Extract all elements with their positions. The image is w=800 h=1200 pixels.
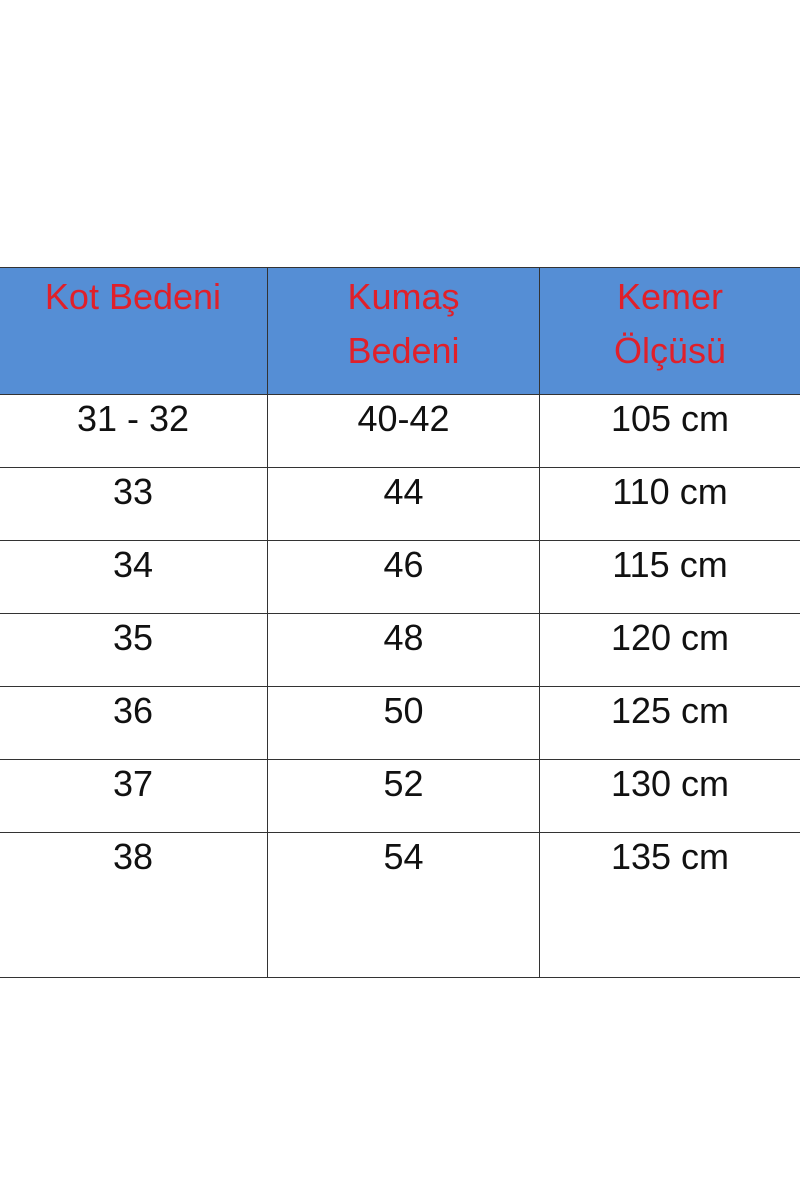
kot-bedeni-cell: 37 (0, 759, 268, 833)
kumas-bedeni-cell: 40-42 (267, 394, 540, 468)
kemer-olcusu-cell: 135 cm (539, 832, 800, 978)
kumas-bedeni-cell: 54 (267, 832, 540, 978)
kot-bedeni-cell: 38 (0, 832, 268, 978)
kot-bedeni-cell: 34 (0, 540, 268, 614)
table-row: 37 52 130 cm (0, 759, 800, 833)
table-row: 31 - 32 40-42 105 cm (0, 394, 800, 468)
kemer-olcusu-cell: 125 cm (539, 686, 800, 760)
table-row: 34 46 115 cm (0, 540, 800, 614)
kemer-olcusu-cell: 110 cm (539, 467, 800, 541)
header-text: Kumaş (347, 276, 460, 317)
table-row: 33 44 110 cm (0, 467, 800, 541)
kemer-olcusu-cell: 120 cm (539, 613, 800, 687)
kumas-bedeni-cell: 46 (267, 540, 540, 614)
header-kumas-bedeni: Kumaş Bedeni (267, 267, 540, 395)
table-row: 36 50 125 cm (0, 686, 800, 760)
kemer-olcusu-cell: 115 cm (539, 540, 800, 614)
header-kot-bedeni: Kot Bedeni (0, 267, 268, 395)
kemer-olcusu-cell: 105 cm (539, 394, 800, 468)
header-kemer-olcusu: Kemer Ölçüsü (539, 267, 800, 395)
header-text: Ölçüsü (613, 330, 727, 371)
kumas-bedeni-cell: 50 (267, 686, 540, 760)
kot-bedeni-cell: 31 - 32 (0, 394, 268, 468)
header-text: Bedeni (347, 330, 460, 371)
kot-bedeni-cell: 35 (0, 613, 268, 687)
kot-bedeni-cell: 36 (0, 686, 268, 760)
header-row: Kot Bedeni Kumaş Bedeni Kemer Ölçüsü (0, 267, 800, 395)
table-row: 35 48 120 cm (0, 613, 800, 687)
kemer-olcusu-cell: 130 cm (539, 759, 800, 833)
header-text: Kemer (616, 276, 724, 317)
kumas-bedeni-cell: 48 (267, 613, 540, 687)
header-text: Kot Bedeni (44, 276, 222, 317)
table-row: 38 54 135 cm (0, 832, 800, 978)
kumas-bedeni-cell: 52 (267, 759, 540, 833)
size-chart-table: Kot Bedeni Kumaş Bedeni Kemer Ölçüsü 31 - … (0, 267, 800, 978)
kumas-bedeni-cell: 44 (267, 467, 540, 541)
kot-bedeni-cell: 33 (0, 467, 268, 541)
